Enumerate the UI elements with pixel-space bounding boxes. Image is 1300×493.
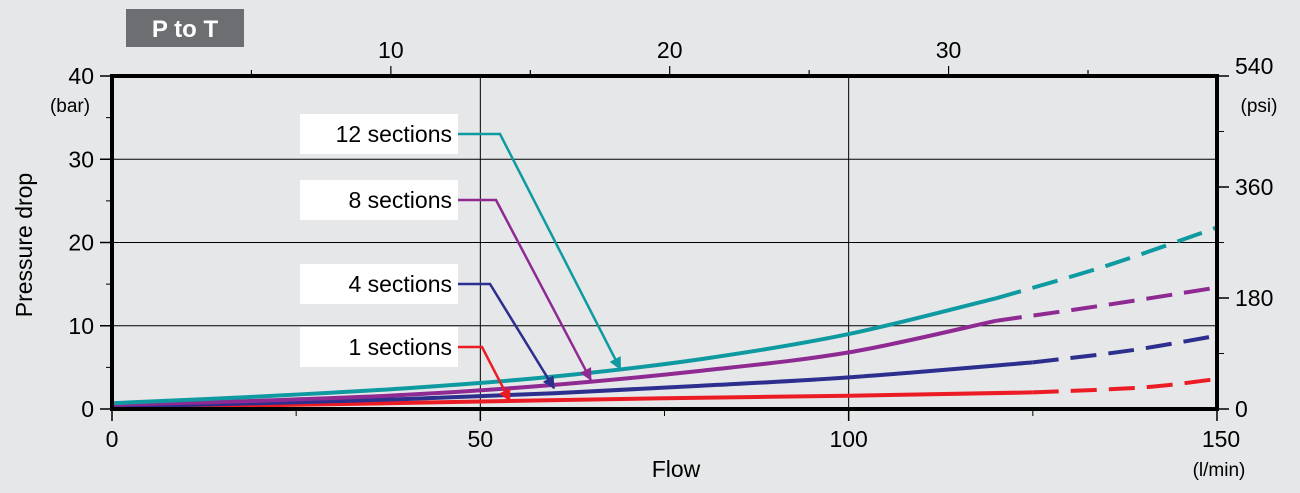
y-tick-label: 40: [68, 63, 94, 89]
y-tick-label: 20: [68, 230, 94, 256]
right-axis-tick-label: 0: [1235, 396, 1248, 422]
x-tick-label: 50: [468, 426, 494, 452]
series-line-dashed: [1032, 377, 1218, 395]
y-axis-label: Pressure drop: [11, 173, 37, 317]
annotation-label: 8 sections: [348, 187, 452, 213]
title-badge-box: [126, 9, 244, 47]
x-tick-label: 150: [1202, 426, 1240, 452]
title-badge: P to T: [152, 16, 219, 43]
x-tick-label: 0: [106, 426, 119, 452]
x-axis-label: Flow: [652, 456, 701, 482]
y-tick-label: 0: [81, 396, 94, 422]
annotation-label: 1 sections: [348, 334, 452, 360]
annotation-layer: 12 sections 8 sections 4 sections 1 section…: [300, 114, 622, 402]
y-axis-unit: (bar): [50, 96, 90, 117]
annotation-box: [300, 264, 458, 304]
axis-ticks: 0 10 20 30 40 0 50 100 150 10 20 30 0 180 360 540: [68, 37, 1273, 452]
annotation-arrow: [458, 198, 592, 382]
grid-lines: [112, 76, 1217, 409]
top-axis-tick-label: 20: [657, 37, 683, 63]
right-axis-tick-label: 360: [1235, 174, 1273, 200]
series-line-dashed: [995, 225, 1218, 301]
y-tick-label: 10: [68, 313, 94, 339]
series-line: [111, 360, 1033, 409]
annotation-box: [300, 180, 458, 220]
right-axis-tick-label: 180: [1235, 285, 1273, 311]
annotation-arrow: [458, 282, 556, 390]
y-tick-label: 30: [68, 146, 94, 172]
right-axis-tick-label: 540: [1235, 53, 1273, 79]
series-line: [111, 390, 1033, 410]
annotation-label: 12 sections: [336, 121, 452, 147]
annotation-label: 4 sections: [348, 271, 452, 297]
top-axis-tick-label: 30: [936, 37, 962, 63]
series-line-dashed: [995, 285, 1218, 323]
series-line-dashed: [1032, 333, 1218, 365]
annotation-box: [300, 114, 458, 154]
y2-axis-unit: (psi): [1241, 96, 1278, 117]
annotation-arrow: [458, 132, 622, 371]
plot-frame: [110, 74, 1219, 411]
annotation-arrow: [458, 345, 511, 402]
annotation-box: [300, 327, 458, 367]
x-tick-label: 100: [829, 426, 867, 452]
top-axis-tick-label: 10: [378, 37, 404, 63]
x-axis-unit: (l/min): [1193, 460, 1246, 481]
